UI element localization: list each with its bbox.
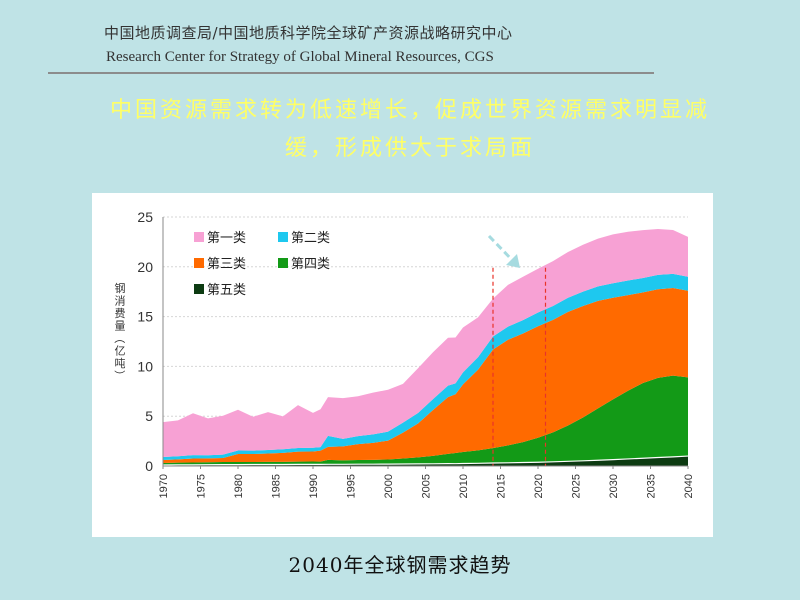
x-tick-label-1985: 1985 bbox=[271, 474, 283, 498]
y-tick-label-15: 15 bbox=[137, 309, 153, 325]
legend-label-1: 第五类 bbox=[207, 283, 246, 298]
legend-swatch-4 bbox=[278, 232, 288, 242]
y-axis-label-char: 费 bbox=[115, 307, 126, 320]
x-tick-label-1980: 1980 bbox=[233, 474, 245, 498]
trend-arrow-head bbox=[506, 254, 520, 268]
legend-swatch-5 bbox=[194, 232, 204, 242]
x-tick-label-1990: 1990 bbox=[308, 474, 320, 498]
y-axis-label-char: 量 bbox=[115, 320, 126, 333]
x-tick-label-2020: 2020 bbox=[533, 474, 545, 498]
x-tick-label-2000: 2000 bbox=[383, 474, 395, 498]
chart-caption: 2040年全球钢需求趋势 bbox=[288, 553, 512, 577]
legend-label-5: 第一类 bbox=[207, 231, 246, 246]
series-5-edge-line bbox=[162, 455, 689, 466]
organization-name-en: Research Center for Strategy of Global M… bbox=[106, 49, 494, 65]
legend-label-2: 第四类 bbox=[291, 257, 330, 272]
legend-swatch-3 bbox=[194, 258, 204, 268]
legend-swatch-2 bbox=[278, 258, 288, 268]
y-axis-label-char: 消 bbox=[115, 294, 126, 308]
x-tick-label-1970: 1970 bbox=[158, 474, 170, 498]
legend-label-4: 第二类 bbox=[291, 231, 330, 246]
y-tick-label-25: 25 bbox=[137, 209, 153, 225]
y-axis-label-char: 吨 bbox=[115, 357, 126, 370]
chart-panel: 0 5 10 15 20 25 1970 1975 1980 1985 1990 1995 2000 20… bbox=[92, 193, 713, 537]
slide-headline: 中国资源需求转为低速增长，促成世界资源需求明显减 缓，形成供大于求局面 bbox=[60, 92, 760, 168]
y-tick-label-20: 20 bbox=[137, 259, 153, 275]
x-tick-label-2010: 2010 bbox=[458, 474, 470, 498]
legend-swatch-1 bbox=[194, 284, 204, 294]
trend-arrow-icon bbox=[487, 234, 520, 268]
y-axis-label-char: （ bbox=[113, 333, 126, 344]
x-tick-label-2005: 2005 bbox=[421, 474, 433, 498]
y-tick-label-10: 10 bbox=[137, 358, 153, 374]
x-tick-label-2015: 2015 bbox=[496, 474, 508, 498]
x-tick-label-1995: 1995 bbox=[346, 474, 358, 498]
area-series-1 bbox=[163, 456, 688, 466]
area-series-2 bbox=[163, 375, 688, 465]
organization-name-cn: 中国地质调查局/中国地质科学院全球矿产资源战略研究中心 bbox=[104, 24, 513, 42]
x-tick-label-2040: 2040 bbox=[683, 474, 695, 498]
y-axis-label-char: 钢 bbox=[115, 282, 126, 295]
y-tick-label-5: 5 bbox=[145, 408, 153, 424]
legend-label-3: 第三类 bbox=[207, 257, 246, 272]
y-axis-label-char: ） bbox=[113, 370, 126, 381]
x-tick-label-1975: 1975 bbox=[196, 474, 208, 498]
y-tick-label-0: 0 bbox=[145, 458, 153, 474]
trend-arrow-shaft bbox=[487, 234, 517, 265]
x-tick-label-2030: 2030 bbox=[608, 474, 620, 498]
area-series-3 bbox=[163, 288, 688, 464]
y-axis-label-char: 亿 bbox=[115, 345, 126, 358]
area-series-4 bbox=[163, 273, 688, 461]
area-series-5 bbox=[163, 229, 688, 458]
headline-line-2: 缓，形成供大于求局面 bbox=[284, 136, 535, 161]
x-tick-label-2025: 2025 bbox=[571, 474, 583, 498]
header-divider bbox=[48, 72, 654, 74]
headline-line-1: 中国资源需求转为低速增长，促成世界资源需求明显减 bbox=[109, 98, 710, 123]
x-tick-label-2035: 2035 bbox=[646, 474, 658, 498]
